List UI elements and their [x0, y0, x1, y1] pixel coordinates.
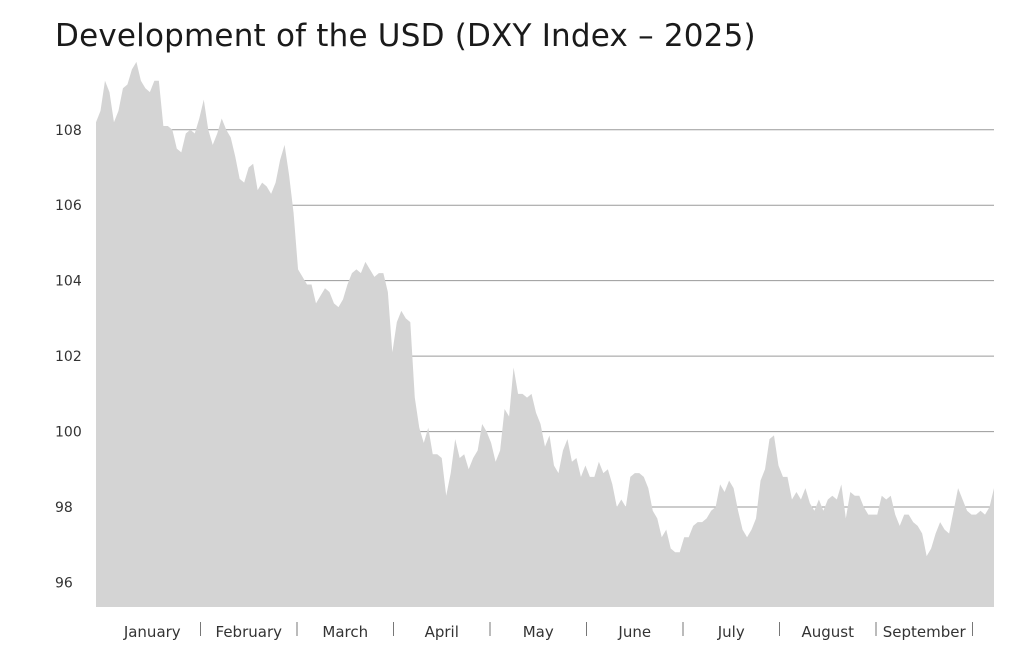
x-tick-label: May	[523, 623, 554, 641]
y-tick-label: 98	[55, 500, 73, 516]
y-tick-label: 100	[55, 425, 82, 441]
y-tick-label: 102	[55, 349, 82, 365]
x-tick-label: August	[802, 623, 855, 641]
y-axis-ticks: 96 98 100 102 104 106 108	[55, 123, 82, 592]
x-tick-label: July	[717, 623, 745, 641]
x-tick-label: February	[216, 623, 283, 641]
x-tick-label: January	[123, 623, 181, 641]
x-tick-label: September	[883, 623, 967, 641]
area-series	[96, 61, 994, 607]
x-axis-months: January February March April May June July Augu…	[123, 622, 973, 641]
x-tick-label: June	[617, 623, 651, 641]
y-tick-label: 96	[55, 575, 73, 591]
y-tick-label: 108	[55, 123, 82, 139]
x-tick-label: April	[425, 623, 459, 641]
area-series-fill	[96, 61, 994, 607]
y-tick-label: 106	[55, 198, 82, 214]
y-tick-label: 104	[55, 274, 82, 290]
chart-title: Development of the USD (DXY Index – 2025…	[55, 18, 756, 54]
x-tick-label: March	[322, 623, 368, 641]
